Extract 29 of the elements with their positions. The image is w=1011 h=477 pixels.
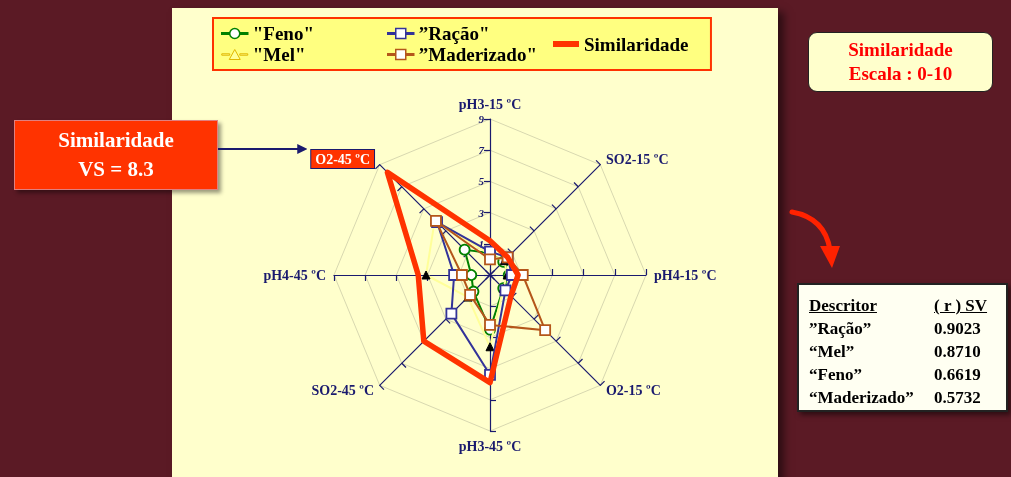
y-tick-label: 3 xyxy=(477,206,485,219)
spoke-label: O2-15 ºC xyxy=(605,383,661,399)
text: 0.9023 xyxy=(934,318,982,340)
y-tick-label: 7 xyxy=(478,144,485,157)
text: Similaridade VS = 8.3 xyxy=(58,128,174,182)
y-tick-label: 5 xyxy=(478,175,485,188)
spoke-label: pH4-15 ºC xyxy=(654,267,717,283)
spoke-label: SO2-15 ºC xyxy=(605,151,669,167)
text: ( r ) SV xyxy=(934,295,988,317)
legend-label: "Feno" xyxy=(252,23,314,44)
legend-label: ”Maderizado" xyxy=(418,44,537,65)
spoke-label: SO2-45 ºC xyxy=(311,383,375,399)
legend-label: "Mel" xyxy=(252,44,306,65)
legend-label: Similaridade xyxy=(584,33,689,55)
text: Descritor xyxy=(809,295,878,317)
text: “Feno” xyxy=(809,364,863,386)
y-tick-label: 9 xyxy=(478,113,485,125)
text: “Mel” xyxy=(809,341,856,363)
spoke-label: pH4-45 ºC xyxy=(263,267,326,283)
text: 0.5732 xyxy=(934,387,982,409)
text: 0.6619 xyxy=(934,364,982,386)
spoke-label: pH3-45 ºC xyxy=(458,438,522,454)
text: ”Ração” xyxy=(809,318,873,340)
text: 0.8710 xyxy=(934,341,982,363)
text: “Maderizado” xyxy=(809,387,915,409)
legend-label: ”Ração" xyxy=(418,23,490,44)
spoke-label: pH3-15 ºC xyxy=(458,96,522,112)
spoke-label: O2-45 ºC xyxy=(315,151,371,167)
text: Similaridade Escala : 0-10 xyxy=(808,32,993,92)
